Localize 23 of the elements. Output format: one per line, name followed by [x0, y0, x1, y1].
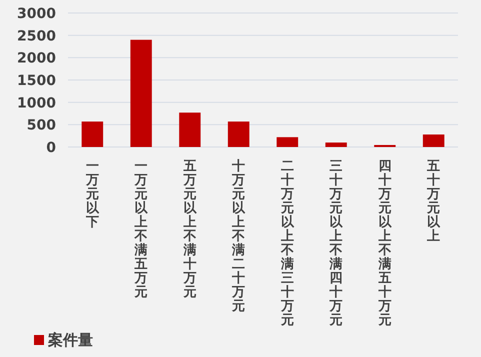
bar — [228, 122, 250, 147]
bar — [276, 137, 298, 147]
legend-label: 案件量 — [47, 331, 93, 349]
category-label: 三十万元以上不满四十万元 — [330, 159, 343, 328]
category-label: 二十万元以上不满三十万元 — [280, 159, 294, 328]
bar — [179, 112, 201, 147]
y-tick-label: 0 — [46, 140, 56, 156]
category-label: 一万元以上不满五万元 — [134, 159, 148, 300]
bar — [82, 122, 104, 147]
y-tick-label: 1000 — [17, 95, 56, 112]
category-label: 十万元以上不满二十万元 — [232, 159, 246, 314]
category-label: 四十万元以上不满五十万元 — [378, 159, 392, 328]
bar — [422, 134, 444, 147]
bar — [130, 40, 152, 147]
y-tick-label: 500 — [26, 118, 56, 134]
y-tick-label: 1500 — [17, 73, 56, 89]
y-tick-label: 2500 — [17, 28, 56, 44]
x-tick-label: 五十万元以上 — [426, 159, 442, 244]
y-tick-label: 3000 — [17, 6, 56, 22]
bar — [325, 142, 347, 147]
y-tick-label: 2000 — [17, 50, 56, 67]
x-tick-label: 一万元以下 — [84, 159, 100, 230]
category-label: 五万元以上不满十万元 — [183, 159, 196, 300]
